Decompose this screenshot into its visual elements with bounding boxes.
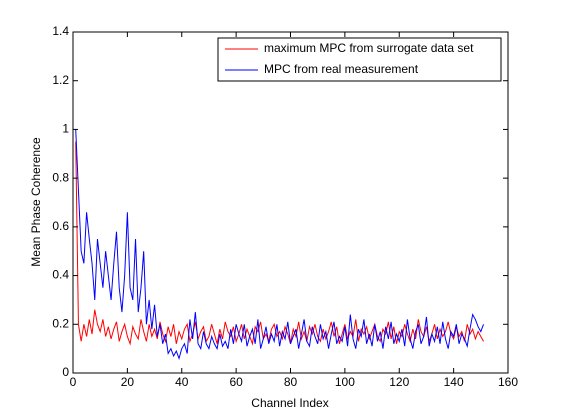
y-axis-label: Mean Phase Coherence (29, 137, 43, 267)
y-tick-label: 0.6 (52, 219, 69, 233)
plot-area (73, 32, 508, 373)
x-tick-label: 100 (335, 375, 355, 389)
y-tick-label: 1.2 (52, 73, 69, 87)
series-line (75, 129, 484, 361)
series-line (75, 141, 484, 346)
x-tick-label: 40 (175, 375, 189, 389)
y-tick-label: 0.8 (52, 170, 69, 184)
x-tick-label: 140 (444, 375, 464, 389)
legend-box (217, 37, 502, 82)
y-tick-label: 0 (62, 365, 69, 379)
y-tick-label: 1 (62, 122, 69, 136)
y-tick-label: 0.4 (52, 268, 69, 282)
y-tick-label: 1.4 (52, 24, 69, 38)
x-tick-label: 120 (389, 375, 409, 389)
legend-label: maximum MPC from surrogate data set (264, 41, 474, 55)
x-tick-label: 0 (70, 375, 77, 389)
x-tick-label: 80 (284, 375, 298, 389)
legend-label: MPC from real measurement (264, 62, 419, 76)
x-axis-label: Channel Index (251, 396, 328, 410)
x-tick-label: 160 (498, 375, 518, 389)
x-tick-label: 60 (229, 375, 243, 389)
x-tick-label: 20 (121, 375, 135, 389)
y-tick-label: 0.2 (52, 316, 69, 330)
